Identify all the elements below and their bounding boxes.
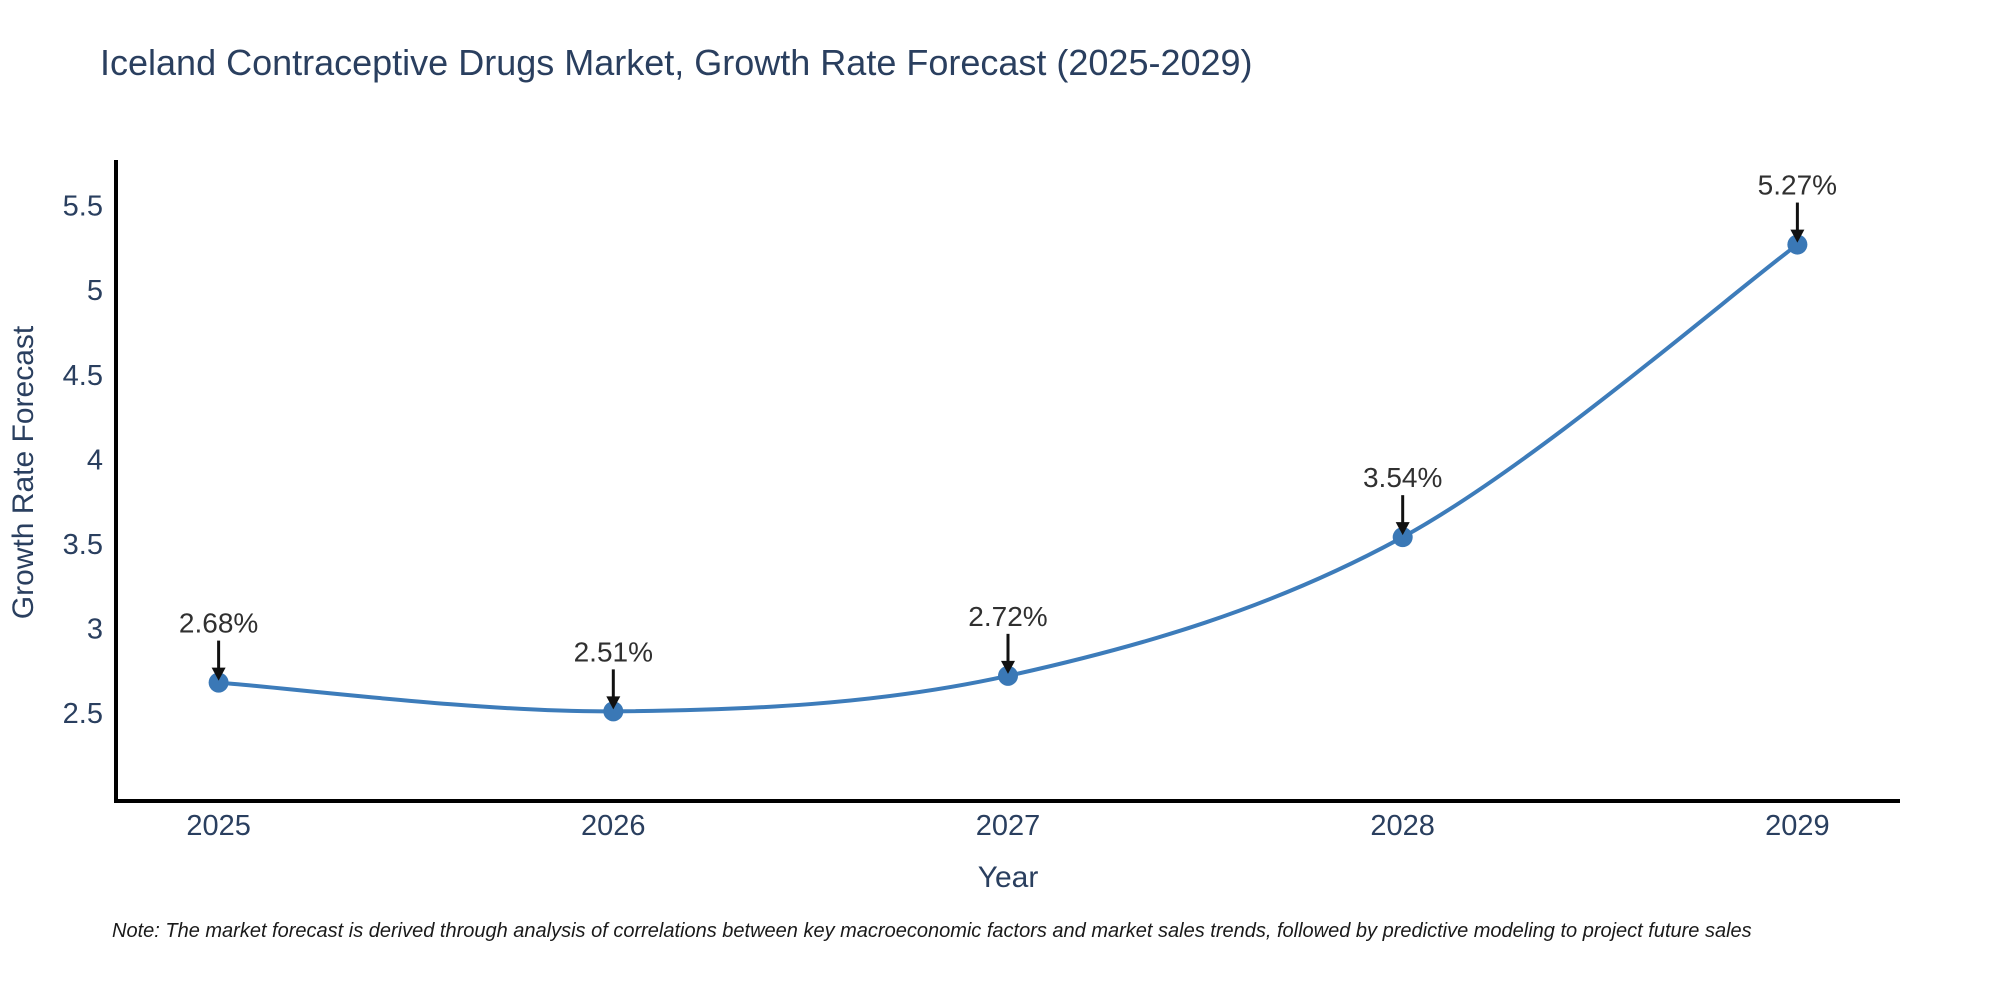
annotation-arrowhead [1001, 660, 1015, 674]
chart-title: Iceland Contraceptive Drugs Market, Grow… [100, 42, 1253, 83]
y-tick-label: 4 [87, 444, 103, 476]
annotation-arrowhead [211, 667, 226, 681]
annotation-arrowhead [606, 696, 621, 710]
y-tick-label: 4.5 [63, 360, 103, 392]
y-tick-label: 5 [87, 275, 103, 307]
y-tick-label: 3.5 [63, 529, 103, 561]
annotation-arrowhead [1790, 229, 1805, 243]
data-point-marker [1787, 234, 1808, 255]
annotation-label: 3.54% [1363, 462, 1442, 493]
x-tick-label: 2027 [976, 810, 1041, 842]
x-tick-label: 2026 [581, 810, 646, 842]
y-tick-label: 5.5 [63, 191, 103, 223]
annotation-arrowhead [1395, 522, 1410, 536]
data-point-marker [1392, 527, 1413, 548]
x-tick-label: 2028 [1370, 810, 1435, 842]
x-tick-label: 2025 [186, 810, 251, 842]
series-line [218, 242, 1799, 714]
annotation-label: 2.51% [574, 636, 653, 667]
annotation-label: 5.27% [1758, 170, 1837, 201]
y-tick-label: 3 [87, 613, 103, 645]
data-point-marker [998, 665, 1018, 686]
y-axis-title: Growth Rate Forecast [7, 325, 40, 619]
data-point-marker [603, 701, 624, 722]
annotation-label: 2.72% [968, 601, 1047, 632]
footnote: Note: The market forecast is derived thr… [112, 920, 1752, 942]
x-tick-label: 2029 [1765, 810, 1830, 842]
y-tick-label: 2.5 [63, 698, 103, 730]
data-point-marker [208, 672, 229, 693]
annotation-label: 2.68% [179, 608, 258, 639]
x-axis-title: Year [978, 861, 1039, 894]
